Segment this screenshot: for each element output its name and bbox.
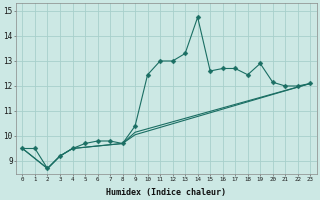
X-axis label: Humidex (Indice chaleur): Humidex (Indice chaleur)	[106, 188, 226, 197]
